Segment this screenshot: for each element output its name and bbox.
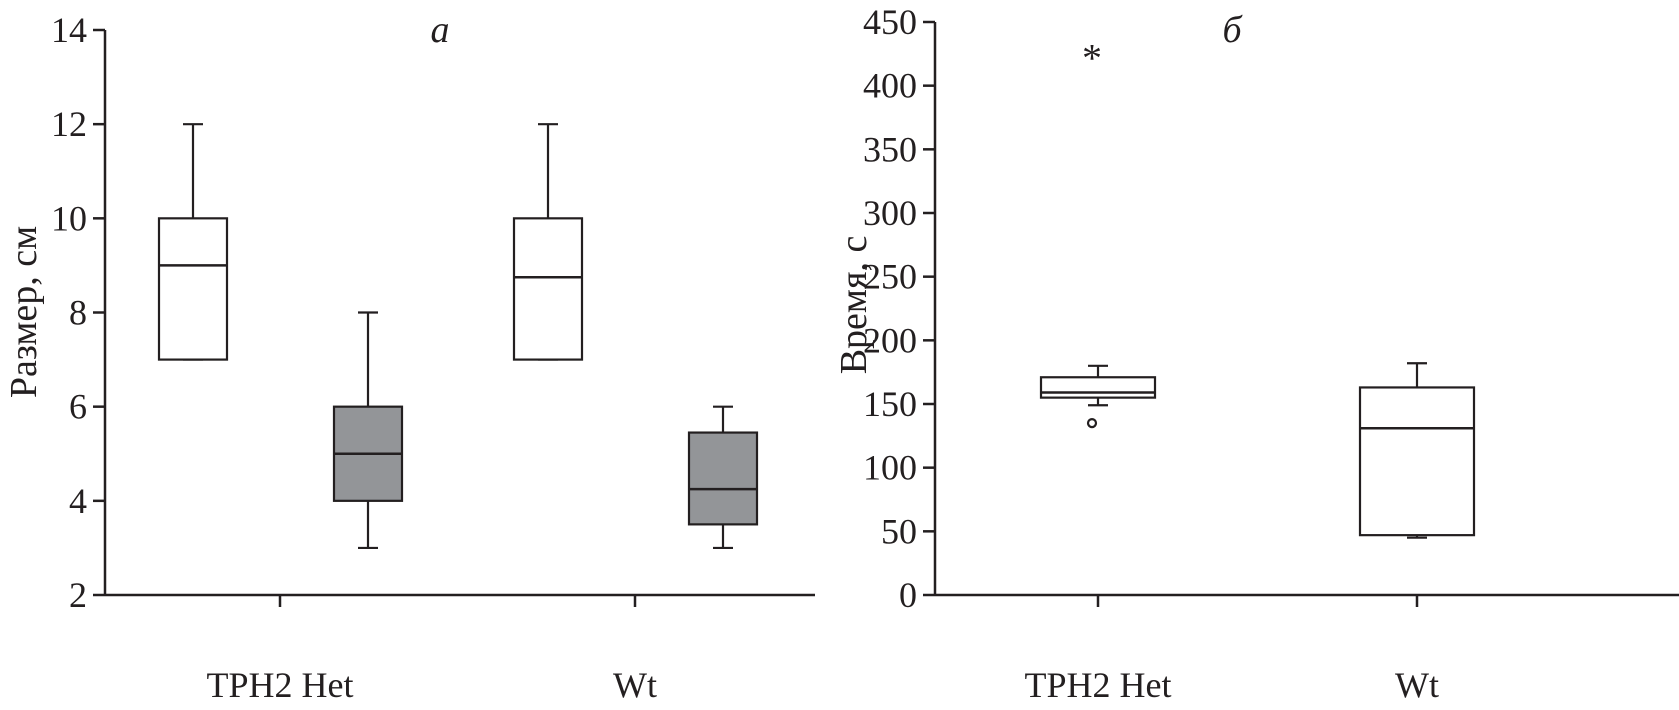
y-axis-title: Размер, см	[3, 226, 45, 398]
y-tick-label: 8	[69, 293, 87, 333]
x-tick-label: TPH2 Het	[207, 665, 354, 705]
box-plot	[1039, 364, 1157, 429]
box-plot	[1358, 362, 1476, 539]
significance-star: *	[1082, 35, 1102, 80]
y-tick-label: 250	[863, 257, 917, 297]
y-tick-label: 14	[51, 10, 87, 50]
panel-label: б	[1222, 9, 1243, 51]
x-tick-label: Wt	[1395, 665, 1439, 705]
box-body	[157, 217, 229, 361]
y-tick-label: 50	[881, 511, 917, 551]
y-tick-label: 300	[863, 193, 917, 233]
y-tick-label: 100	[863, 448, 917, 488]
box-plot	[687, 405, 759, 550]
y-tick-label: 450	[863, 2, 917, 42]
x-tick-label: TPH2 Het	[1025, 665, 1172, 705]
box-body	[512, 217, 584, 361]
box-body	[1358, 386, 1476, 537]
y-tick-label: 350	[863, 129, 917, 169]
y-tick-label: 4	[69, 481, 87, 521]
box-body	[1039, 376, 1157, 399]
y-tick-label: 150	[863, 384, 917, 424]
y-tick-label: 10	[51, 198, 87, 238]
y-tick-label: 2	[69, 575, 87, 615]
panel-b: 0 50 100 150 200 250 300 350 400 450 TPH2 Het Wt Вре…	[833, 2, 1679, 705]
y-tick-label: 12	[51, 104, 87, 144]
y-tick-label: 0	[899, 575, 917, 615]
outlier-point	[1086, 418, 1098, 429]
box-body	[687, 431, 759, 526]
box-plot	[512, 123, 584, 361]
panel-label: a	[431, 9, 450, 51]
box-plot	[332, 311, 404, 550]
y-tick-label: 200	[863, 320, 917, 360]
y-axis-title: Время, с	[833, 236, 875, 375]
panel-a: 2 4 6 8 10 12 14 TPH2 Het Wt Размер, см a	[3, 9, 815, 705]
x-tick-label: Wt	[613, 665, 657, 705]
box-plot	[157, 123, 229, 361]
y-tick-label: 400	[863, 66, 917, 106]
y-tick-label: 6	[69, 387, 87, 427]
